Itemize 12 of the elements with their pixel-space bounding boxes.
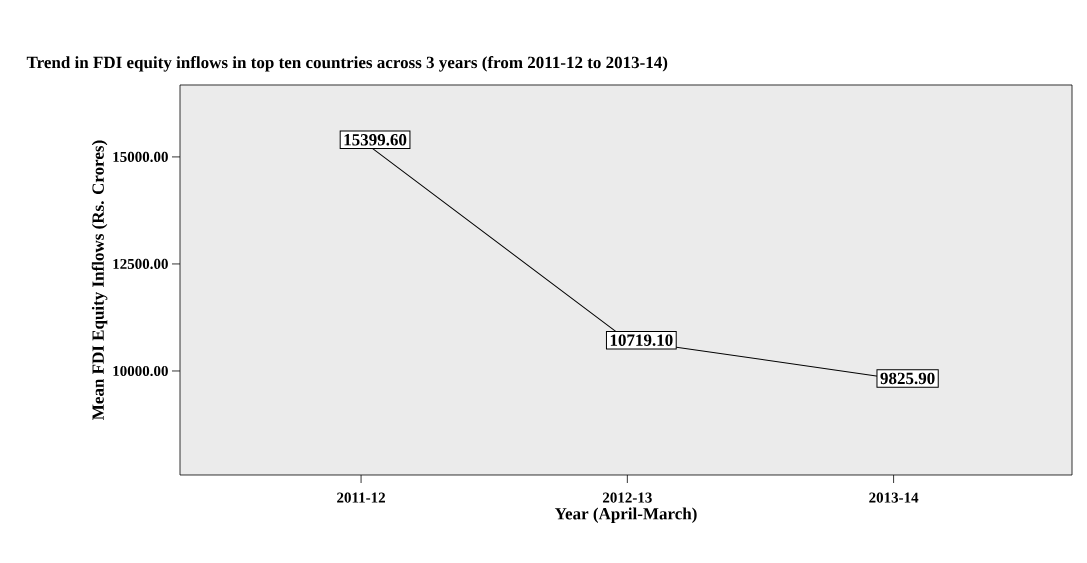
- x-tick-label: 2012-13: [602, 492, 652, 503]
- data-label: 10719.10: [610, 334, 673, 346]
- x-tick-label: 2011-12: [337, 492, 386, 503]
- y-tick-label: 15000.00: [113, 151, 168, 163]
- y-tick-label: 10000.00: [113, 365, 168, 377]
- chart-title: Trend in FDI equity inflows in top ten countries across 3 years (from 2011-12 to 2013-14): [26, 56, 668, 72]
- x-tick-label: 2013-14: [869, 492, 919, 503]
- data-label: 15399.60: [344, 134, 407, 146]
- data-label: 9825.90: [880, 372, 935, 385]
- y-tick-label: 12500.00: [113, 258, 168, 270]
- x-axis-title: Year (April-March): [554, 507, 697, 523]
- y-axis-title: Mean FDI Equity Inflows (Rs. Crores): [91, 140, 108, 420]
